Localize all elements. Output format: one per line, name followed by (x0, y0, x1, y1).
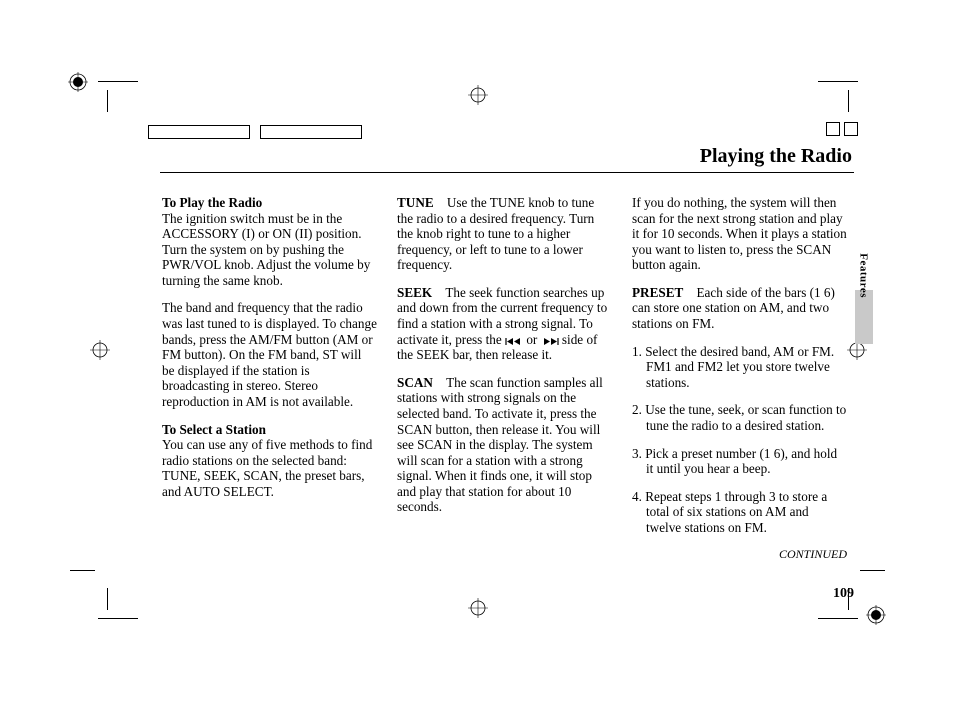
term-tune: TUNE (397, 195, 434, 210)
body-columns: To Play the Radio The ignition switch mu… (162, 195, 852, 562)
term-seek: SEEK (397, 285, 432, 300)
body-text: or (526, 332, 540, 347)
crop-mark-icon (818, 81, 858, 82)
page-title: Playing the Radio (160, 145, 854, 168)
paragraph: SEEK The seek function searches up and d… (397, 285, 612, 363)
list-item: 4. Repeat steps 1 through 3 to store a t… (632, 489, 847, 536)
list-item: 1. Select the desired band, AM or FM. FM… (632, 344, 847, 391)
term-scan: SCAN (397, 375, 433, 390)
body-text: The scan function samples all stations w… (397, 375, 603, 515)
header-rule (160, 172, 854, 173)
paragraph: TUNE Use the TUNE knob to tune the radio… (397, 195, 612, 273)
crop-mark-icon (98, 618, 138, 619)
body-text: The band and frequency that the radio wa… (162, 300, 377, 409)
continued-label: CONTINUED (632, 547, 847, 561)
page-number: 109 (833, 586, 854, 602)
registration-mark-icon (468, 598, 488, 618)
crop-mark-icon (70, 570, 95, 571)
term-preset: PRESET (632, 285, 683, 300)
seek-back-icon (505, 337, 523, 346)
crop-mark-icon (107, 90, 108, 112)
column-3: If you do nothing, the system will then … (632, 195, 847, 562)
registration-mark-icon (68, 72, 88, 92)
page: Playing the Radio Features To Play the R… (0, 0, 954, 710)
crop-mark-icon (107, 588, 108, 610)
body-text: Repeat steps 1 through 3 to store a tota… (645, 489, 827, 535)
subheading: To Play the Radio (162, 195, 262, 210)
crop-mark-icon (260, 125, 362, 139)
list-item: 3. Pick a preset number (1 6), and hold … (632, 446, 847, 477)
body-text: Use the tune, seek, or scan function to … (645, 402, 846, 433)
section-tab-label: Features (858, 253, 870, 298)
seek-forward-icon (541, 337, 559, 346)
column-2: TUNE Use the TUNE knob to tune the radio… (397, 195, 612, 562)
crop-mark-icon (826, 122, 840, 136)
paragraph: To Play the Radio The ignition switch mu… (162, 195, 377, 288)
body-text: If you do nothing, the system will then … (632, 195, 847, 273)
paragraph: PRESET Each side of the bars (1 6) can s… (632, 285, 847, 332)
crop-mark-icon (98, 81, 138, 82)
subheading: To Select a Station (162, 422, 266, 437)
body-text: You can use any of five methods to find … (162, 437, 372, 499)
registration-mark-icon (90, 340, 110, 360)
paragraph: SCAN The scan function samples all stati… (397, 375, 612, 515)
body-text: Pick a preset number (1 6), and hold it … (645, 446, 837, 477)
crop-mark-icon (844, 122, 858, 136)
registration-mark-icon (866, 605, 886, 625)
crop-mark-icon (148, 125, 250, 139)
crop-mark-icon (860, 570, 885, 571)
body-text: The ignition switch must be in the ACCES… (162, 211, 370, 288)
paragraph: To Select a Station You can use any of f… (162, 422, 377, 500)
crop-mark-icon (818, 618, 858, 619)
body-text: Select the desired band, AM or FM. FM1 a… (645, 344, 834, 390)
list-item: 2. Use the tune, seek, or scan function … (632, 402, 847, 433)
registration-mark-icon (468, 85, 488, 105)
steps-list: 1. Select the desired band, AM or FM. FM… (632, 344, 847, 536)
column-1: To Play the Radio The ignition switch mu… (162, 195, 377, 562)
page-header: Playing the Radio (160, 145, 854, 173)
crop-mark-icon (848, 90, 849, 112)
